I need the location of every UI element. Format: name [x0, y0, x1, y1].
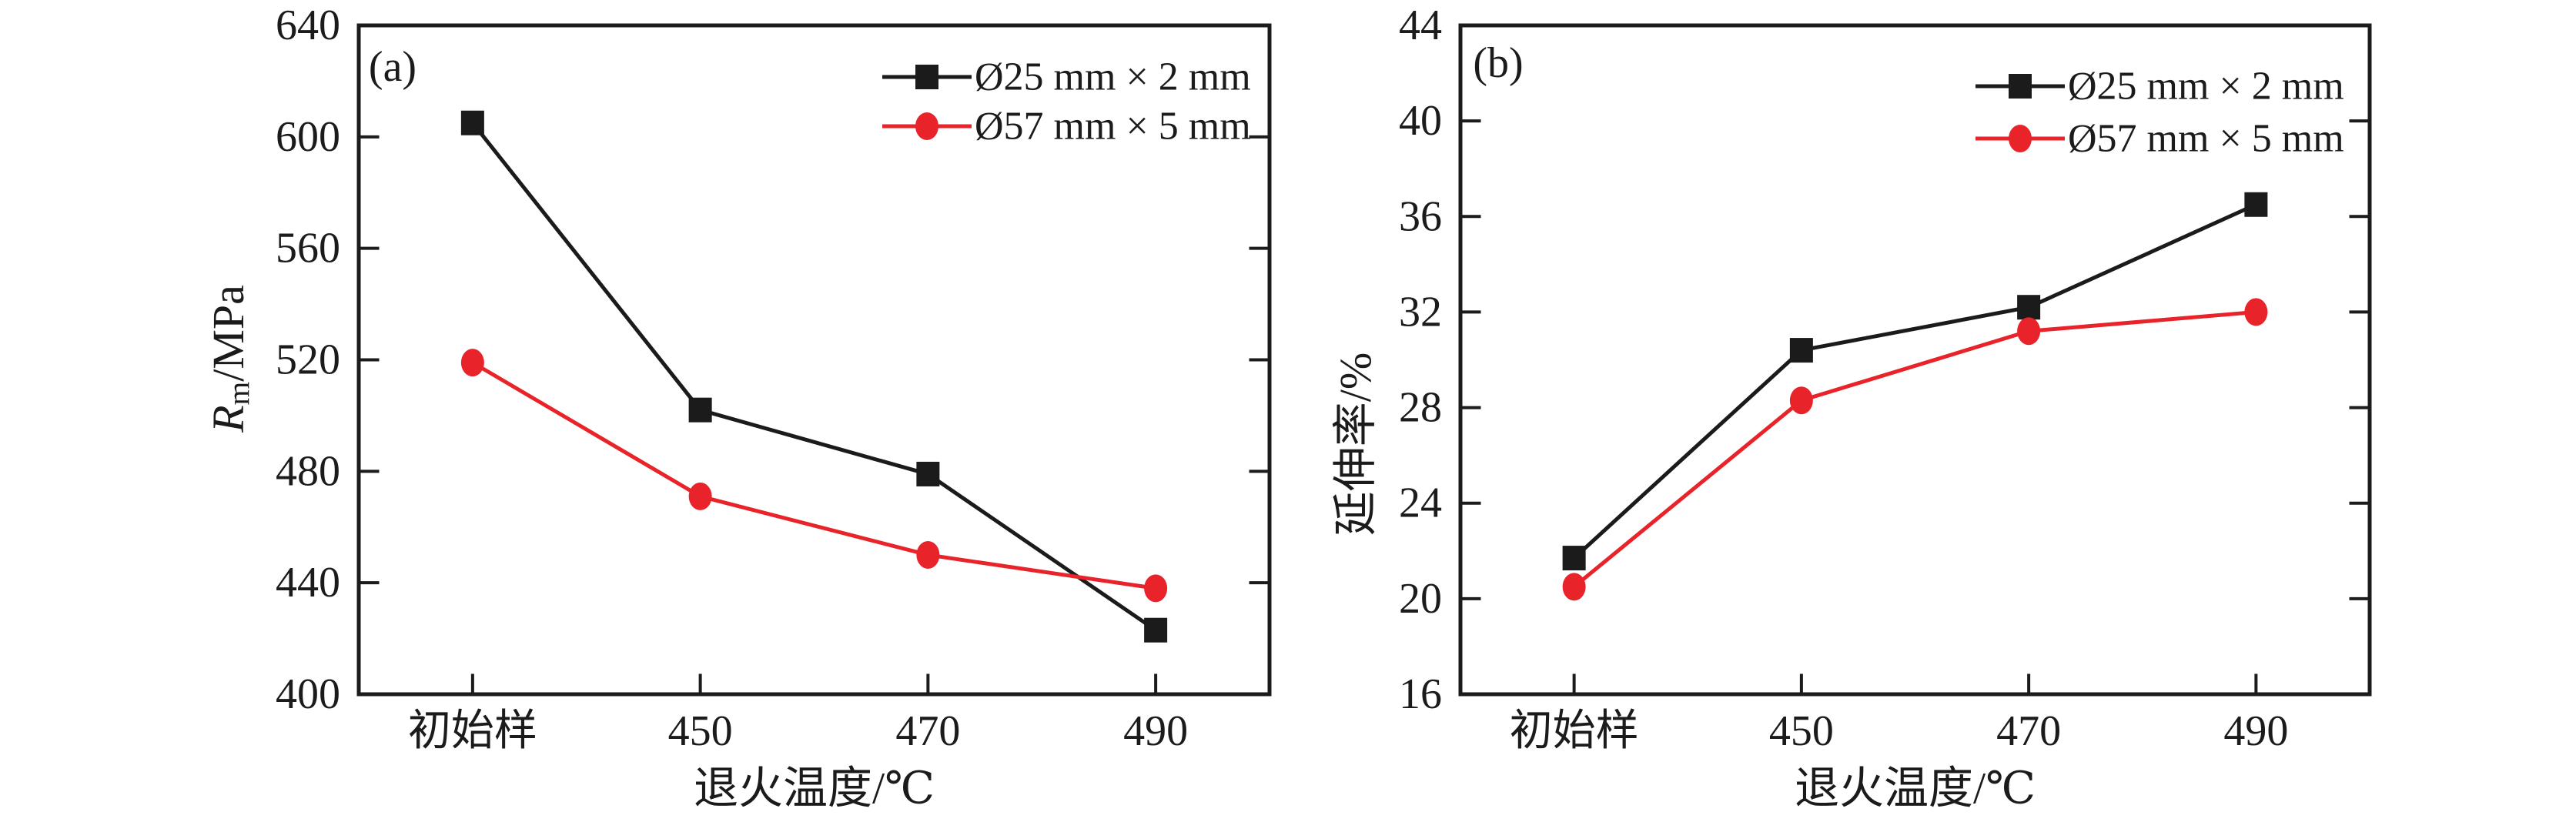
x-tick-label: 490 [2223, 707, 2288, 755]
y-tick-label: 40 [1399, 97, 1442, 145]
y-tick-label: 32 [1399, 288, 1442, 336]
x-tick-label: 490 [1123, 707, 1188, 755]
y-tick-label: 400 [276, 670, 340, 718]
data-point-circle [2017, 317, 2041, 346]
chart-b: 16 20 24 28 32 36 40 44 初始样 450 470 490 退火温度/℃ 延伸率/% (… [1330, 2, 2372, 814]
y-axis-title: 延伸率/% [1330, 353, 1380, 536]
data-point-square [2244, 192, 2268, 217]
x-tick-label: 初始样 [1510, 707, 1639, 755]
y-tick-label: 20 [1399, 575, 1442, 623]
data-point-square [1789, 338, 1813, 363]
y-tick-label: 36 [1399, 192, 1442, 240]
data-point-circle [1562, 573, 1586, 601]
x-axis-title: 退火温度/℃ [694, 764, 935, 814]
data-point-circle [688, 482, 712, 510]
data-point-square [1562, 546, 1586, 571]
x-tick-label: 450 [1769, 707, 1834, 755]
y-tick-label: 480 [276, 447, 340, 495]
series-line-circle [1573, 309, 2257, 589]
y-tick-label: 16 [1399, 670, 1442, 718]
data-point-square [688, 397, 712, 423]
chart-a: 400 440 480 520 560 600 640 初始样 450 470 490 退火温度/℃ R… [203, 2, 1272, 814]
legend-label: Ø57 mm × 5 mm [975, 105, 1251, 149]
legend-label: Ø57 mm × 5 mm [2068, 117, 2344, 161]
y-tick-label: 440 [276, 559, 340, 606]
y-axis-title: Rm​/MPa [203, 285, 256, 433]
legend-marker-circle [2009, 125, 2032, 152]
data-point-circle [1144, 574, 1168, 603]
plot-frame [356, 23, 1272, 697]
data-point-circle [460, 349, 484, 377]
series-line-circle [471, 360, 1156, 590]
data-point-square [460, 110, 484, 135]
y-tick-label: 44 [1399, 2, 1442, 49]
x-axis-title: 退火温度/℃ [1795, 764, 2036, 814]
series-line-square [470, 122, 1157, 632]
y-tick-label: 520 [276, 336, 340, 384]
data-point-circle [1789, 386, 1813, 415]
y-tick-label: 600 [276, 113, 340, 161]
y-tick-label: 560 [276, 225, 340, 272]
legend-marker-square [915, 65, 938, 89]
y-tick-label: 28 [1399, 384, 1442, 432]
legend-label: Ø25 mm × 2 mm [2068, 65, 2344, 109]
x-tick-label: 470 [1996, 707, 2061, 755]
panel-label: (a) [369, 43, 417, 91]
series-line-square [1572, 202, 2257, 560]
data-point-square [1144, 617, 1168, 643]
x-tick-label: 470 [895, 707, 960, 755]
legend-marker-circle [915, 112, 938, 140]
legend-marker-square [2009, 74, 2032, 99]
legend-label: Ø25 mm × 2 mm [975, 55, 1251, 99]
data-point-circle [2244, 298, 2268, 326]
data-point-circle [916, 540, 940, 569]
panel-label: (b) [1473, 39, 1523, 87]
x-tick-label: 初始样 [408, 707, 537, 755]
y-tick-label: 24 [1399, 480, 1442, 527]
plot-frame [1458, 23, 2372, 697]
y-tick-label: 640 [276, 2, 340, 49]
x-tick-label: 450 [668, 707, 733, 755]
data-point-square [916, 461, 940, 486]
data-point-square [2017, 295, 2041, 320]
